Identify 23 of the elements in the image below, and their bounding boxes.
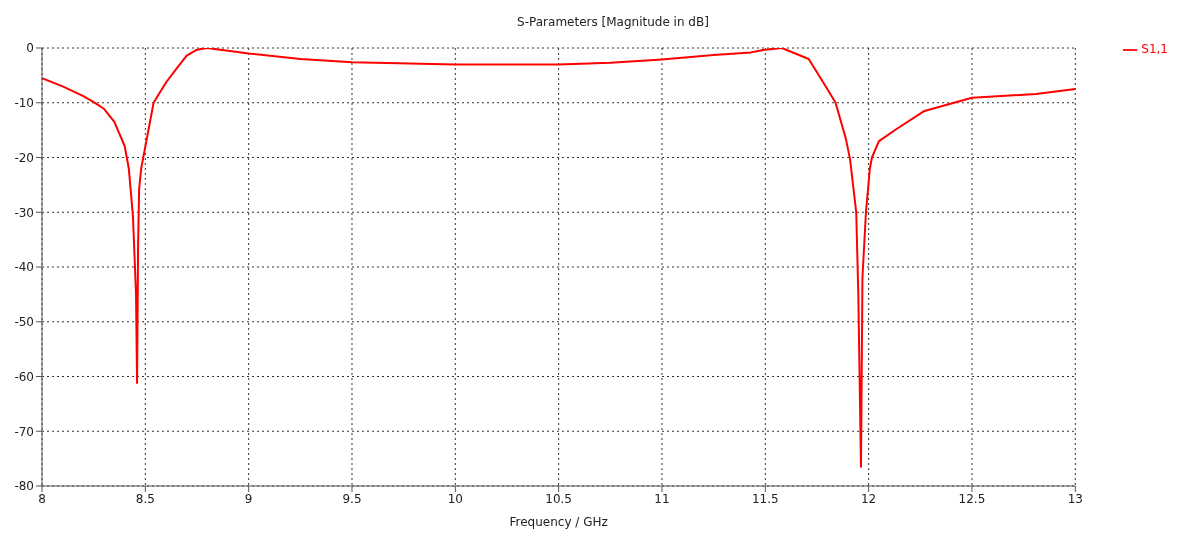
x-tick-label: 12.5 [958,491,986,506]
chart-title: S-Parameters [Magnitude in dB] [516,14,710,31]
y-tick-label: -40 [14,260,34,275]
x-tick-label: 8 [38,491,46,506]
x-tick-label: 10.5 [545,491,573,506]
x-tick-label: 12 [861,491,877,506]
y-tick-label: -70 [14,424,34,439]
legend-label: S1,1 [1141,42,1168,56]
x-tick-label: 13 [1067,491,1083,506]
x-tick-label: 10 [447,491,463,506]
y-tick-label: -60 [14,369,34,384]
x-tick-label: 9 [244,491,253,506]
y-tick-label: -10 [14,96,34,111]
x-tick-label: 11.5 [751,491,779,506]
x-tick-label: 9.5 [342,491,362,506]
y-tick-label: 0 [26,41,34,56]
x-tick-label: 8.5 [135,491,155,506]
y-tick-label: -30 [14,205,34,220]
y-tick-label: -50 [14,315,34,330]
y-tick-label: -80 [14,479,34,494]
x-axis-title: Frequency / GHz [509,515,608,529]
y-tick-label: -20 [14,150,34,165]
x-tick-label: 11 [654,491,670,506]
